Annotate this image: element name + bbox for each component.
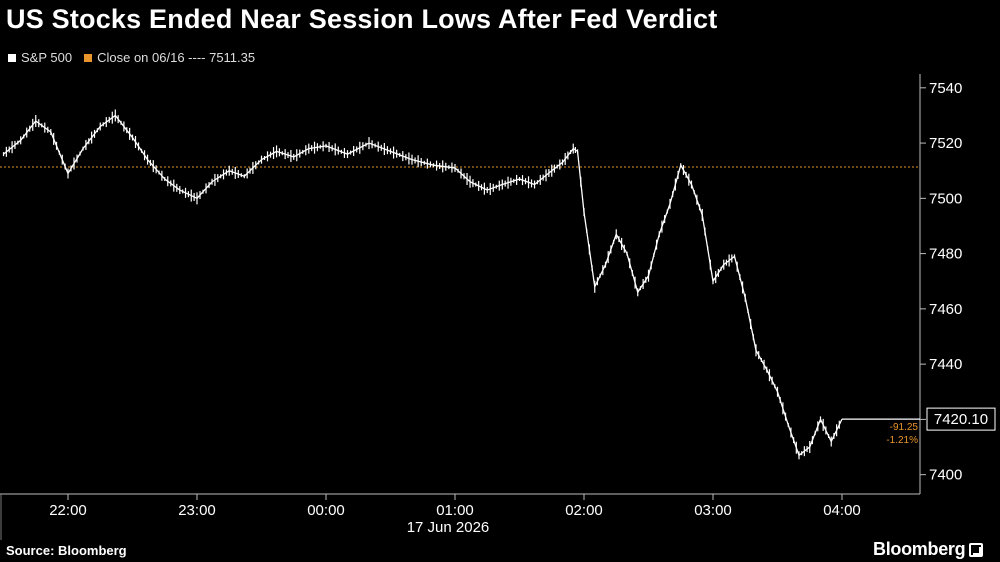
legend-item-sp500: S&P 500 [8, 50, 72, 65]
x-tick-label: 22:00 [49, 502, 87, 519]
x-tick-label: 01:00 [436, 502, 474, 519]
y-tick-label: 7440 [929, 356, 962, 373]
chart-title: US Stocks Ended Near Session Lows After … [6, 4, 718, 34]
legend-swatch-close [84, 53, 93, 62]
change-label: -91.25 [890, 422, 919, 433]
source-note: Source: Bloomberg [6, 543, 127, 558]
y-tick-label: 7480 [929, 246, 962, 263]
x-tick-label: 00:00 [307, 502, 345, 519]
bloomberg-mark-icon [969, 542, 984, 557]
y-tick-label: 7500 [929, 190, 962, 207]
sp500-line [3, 114, 843, 456]
y-tick-label: 7520 [929, 135, 962, 152]
y-tick-label: 7540 [929, 80, 962, 97]
legend-label-close: Close on 06/16 ---- 7511.35 [97, 50, 256, 65]
x-tick-label: 03:00 [694, 502, 732, 519]
legend-item-close: Close on 06/16 ---- 7511.35 [84, 50, 255, 65]
x-date-label: 17 Jun 2026 [407, 519, 490, 536]
x-tick-label: 23:00 [178, 502, 216, 519]
bloomberg-logo: Bloomberg [873, 539, 984, 560]
y-tick-label: 7460 [929, 301, 962, 318]
x-tick-label: 02:00 [565, 502, 603, 519]
legend: S&P 500 Close on 06/16 ---- 7511.35 [8, 50, 255, 65]
y-tick-label: 7400 [929, 467, 962, 484]
legend-label-sp500: S&P 500 [21, 50, 73, 65]
x-tick-label: 04:00 [823, 502, 861, 519]
last-value-label: 7420.10 [934, 411, 988, 428]
last-value-box [926, 407, 996, 431]
legend-swatch-sp500 [8, 53, 16, 62]
change-pct-label: -1.21% [886, 435, 918, 446]
brand-name: Bloomberg [873, 539, 966, 559]
